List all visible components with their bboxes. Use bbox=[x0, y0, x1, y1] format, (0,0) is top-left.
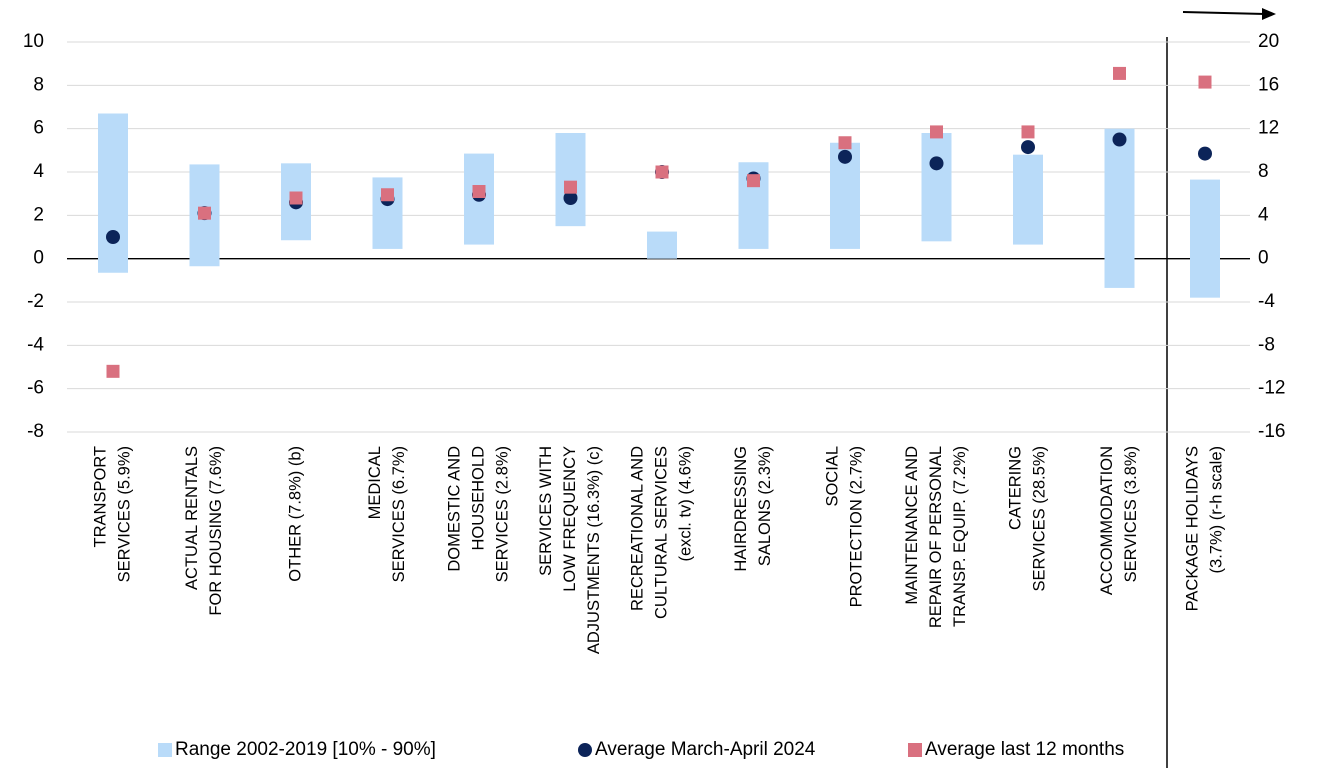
dot bbox=[1112, 132, 1127, 147]
y2-tick-label: 20 bbox=[1258, 31, 1279, 52]
x-tick-label: SERVICES (5.9%) bbox=[115, 446, 133, 582]
x-tick-label: TRANSP. EQUIP. (7.2%) bbox=[951, 446, 969, 627]
x-tick-label: LOW FREQUENCY bbox=[561, 446, 579, 592]
y2-tick-label: 16 bbox=[1258, 74, 1279, 95]
x-tick-label: CATERING bbox=[1006, 446, 1024, 530]
square-marker bbox=[289, 191, 303, 205]
square-marker bbox=[655, 165, 669, 179]
legend-marker bbox=[158, 743, 172, 757]
x-tick-label: PACKAGE HOLIDAYS bbox=[1183, 446, 1201, 611]
x-tick-label: ACTUAL RENTALS bbox=[183, 446, 201, 590]
x-tick-label: SERVICES (2.8%) bbox=[493, 446, 511, 582]
right-scale-arrowhead bbox=[1262, 8, 1276, 20]
legend-label: Average March-April 2024 bbox=[595, 739, 816, 760]
right-scale-arrow bbox=[1182, 11, 1266, 15]
dot bbox=[563, 191, 578, 205]
legend-label: Average last 12 months bbox=[925, 739, 1124, 760]
y-tick-label: 4 bbox=[33, 161, 44, 182]
x-tick-label: HOUSEHOLD bbox=[469, 446, 487, 551]
x-tick-label: SERVICES (6.7%) bbox=[390, 446, 408, 582]
y2-tick-label: 12 bbox=[1258, 118, 1279, 139]
x-tick-label: PROTECTION (2.7%) bbox=[847, 446, 865, 607]
y2-tick-label: -16 bbox=[1258, 421, 1285, 442]
square-marker bbox=[838, 136, 852, 150]
x-tick-label: SERVICES (28.5%) bbox=[1030, 446, 1048, 592]
range-bar bbox=[921, 133, 952, 242]
y-tick-label: 6 bbox=[33, 118, 44, 139]
x-tick-label: SOCIAL bbox=[823, 446, 841, 507]
square-marker bbox=[930, 125, 943, 139]
dot bbox=[1198, 146, 1212, 161]
y-tick-label: 0 bbox=[33, 248, 44, 269]
x-tick-label: ADJUSTMENTS (16.3%) (c) bbox=[585, 446, 603, 654]
x-tick-label: TRANSPORT bbox=[91, 446, 109, 547]
dot bbox=[1021, 140, 1035, 155]
square-marker bbox=[1021, 125, 1035, 139]
y2-tick-label: -8 bbox=[1258, 334, 1275, 355]
square-marker bbox=[1113, 66, 1126, 80]
y-tick-label: -2 bbox=[27, 291, 44, 312]
range-bar bbox=[372, 177, 403, 249]
x-tick-label: MEDICAL bbox=[366, 446, 384, 519]
y-tick-label: -8 bbox=[27, 421, 44, 442]
y2-tick-label: 4 bbox=[1258, 204, 1269, 225]
square-marker bbox=[381, 188, 394, 202]
y2-tick-label: 8 bbox=[1258, 161, 1269, 182]
y-tick-label: 2 bbox=[33, 204, 44, 225]
square-marker bbox=[1198, 75, 1212, 89]
square-marker bbox=[747, 174, 760, 188]
range-bar bbox=[647, 231, 677, 259]
x-tick-label: OTHER (7.8%) (b) bbox=[286, 446, 304, 582]
y2-tick-label: -12 bbox=[1258, 378, 1285, 399]
dot bbox=[838, 149, 852, 164]
x-tick-label: SALONS (2.3%) bbox=[756, 446, 774, 566]
dot bbox=[106, 230, 120, 244]
x-tick-label: REPAIR OF PERSONAL bbox=[927, 446, 945, 628]
x-tick-label: DOMESTIC AND bbox=[445, 446, 463, 572]
y-tick-label: -4 bbox=[27, 334, 44, 355]
y-tick-label: 8 bbox=[33, 74, 44, 95]
legend-label: Range 2002-2019 [10% - 90%] bbox=[175, 739, 436, 760]
x-tick-label: SERVICES WITH bbox=[537, 446, 555, 576]
range-bar bbox=[1190, 179, 1220, 298]
y-tick-label: -6 bbox=[27, 378, 44, 399]
y2-tick-label: -4 bbox=[1258, 291, 1275, 312]
square-marker bbox=[564, 180, 577, 194]
x-tick-label: (3.7%) (r-h scale) bbox=[1207, 446, 1225, 573]
range-bar bbox=[555, 133, 586, 227]
y2-tick-label: 0 bbox=[1258, 248, 1269, 269]
x-tick-label: HAIRDRESSING bbox=[732, 446, 750, 572]
x-tick-label: ACCOMMODATION bbox=[1098, 446, 1116, 595]
y-tick-label: 10 bbox=[23, 31, 44, 52]
legend-marker bbox=[578, 743, 592, 757]
range-bar bbox=[1013, 154, 1043, 245]
x-tick-label: SERVICES (3.8%) bbox=[1122, 446, 1140, 582]
square-marker bbox=[106, 364, 120, 378]
x-tick-label: CULTURAL SERVICES bbox=[652, 446, 670, 619]
dot bbox=[929, 156, 944, 171]
x-tick-label: (excl. tv) (4.6%) bbox=[676, 446, 694, 562]
range-bar bbox=[1104, 128, 1135, 288]
range-bar bbox=[98, 113, 128, 273]
x-tick-label: FOR HOUSING (7.6%) bbox=[207, 446, 225, 616]
legend-marker bbox=[908, 743, 922, 757]
x-tick-label: MAINTENANCE AND bbox=[903, 446, 921, 605]
square-marker bbox=[472, 185, 486, 198]
square-marker bbox=[198, 206, 211, 220]
x-tick-label: RECREATIONAL AND bbox=[628, 446, 646, 611]
